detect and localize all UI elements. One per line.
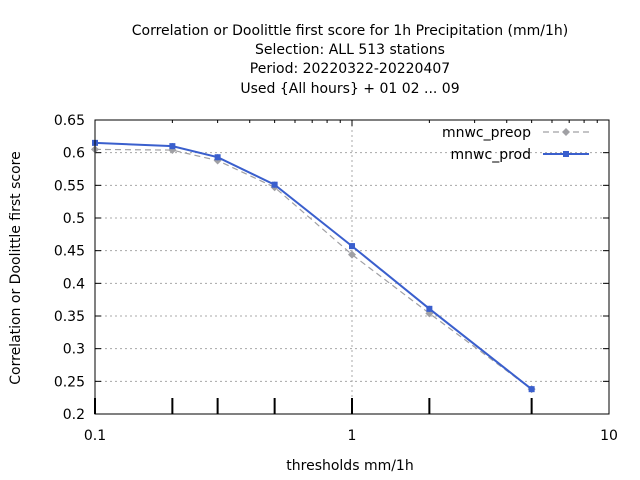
x-tick-label: 0.1 (84, 428, 106, 444)
y-axis-ticks: 0.2 0.25 0.3 0.35 0.4 0.45 0.5 0.55 0.6 0.65 (54, 113, 609, 423)
title-line-4: Used {All hours} + 01 02 ... 09 (240, 81, 459, 97)
series-mnwc_preop (91, 145, 536, 394)
series-line-mnwc_prod (94, 141, 533, 390)
data-point (528, 386, 535, 393)
data-point (271, 181, 278, 188)
title-line-3: Period: 20220322-20220407 (250, 61, 450, 77)
x-axis-ticks: 0.1 1 10 (84, 120, 618, 444)
x-tick-label: 10 (600, 428, 618, 444)
title-line-2: Selection: ALL 513 stations (255, 42, 445, 58)
series-layer (91, 139, 536, 394)
data-point (426, 305, 433, 312)
y-tick-label: 0.25 (54, 374, 85, 390)
y-tick-label: 0.5 (63, 211, 85, 227)
grid (95, 120, 609, 414)
legend-label-mnwc-preop: mnwc_preop (442, 125, 531, 141)
legend: mnwc_preop mnwc_prod (442, 125, 589, 163)
y-tick-label: 0.2 (63, 407, 85, 423)
y-tick-label: 0.45 (54, 244, 85, 260)
legend-label-mnwc-prod: mnwc_prod (451, 147, 531, 163)
x-axis-label: thresholds mm/1h (286, 458, 413, 474)
data-point (214, 154, 221, 161)
title-line-1: Correlation or Doolittle first score for… (132, 23, 569, 39)
y-tick-label: 0.55 (54, 178, 85, 194)
y-tick-label: 0.6 (63, 146, 85, 162)
y-tick-label: 0.65 (54, 113, 85, 129)
chart-title: Correlation or Doolittle first score for… (132, 23, 569, 97)
series-mnwc_prod (92, 139, 535, 393)
threshold-marks (94, 398, 533, 414)
x-tick-label: 1 (348, 428, 357, 444)
plot-frame (94, 119, 610, 415)
legend-marker-mnwc_prod (563, 151, 569, 157)
y-tick-label: 0.35 (54, 309, 85, 325)
y-tick-label: 0.4 (63, 276, 85, 292)
y-axis-label: Correlation or Doolittle first score (8, 151, 24, 384)
data-point (349, 243, 355, 250)
y-tick-label: 0.3 (63, 342, 85, 358)
data-point (348, 250, 356, 259)
data-point (169, 143, 176, 150)
legend-marker-mnwc_preop (562, 128, 570, 136)
